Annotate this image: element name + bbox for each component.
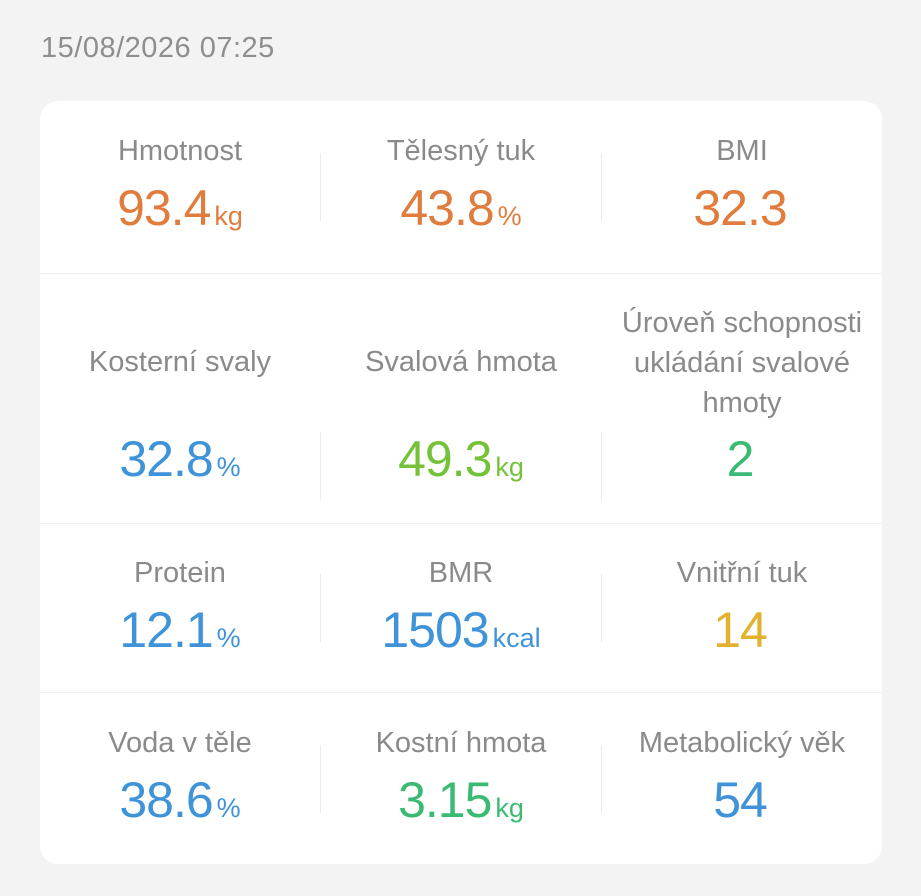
metric-number: 93.4 (117, 180, 211, 236)
metric-unit: % (216, 623, 241, 653)
metric-value: 54 (602, 771, 882, 829)
metric-label: Úroveň schopnosti ukládání svalové hmoty (621, 307, 863, 419)
metric-label: Kosterní svaly (88, 346, 272, 378)
metrics-row-3: Protein 12.1% BMR 1503 kcal Vnitřní tuk 1… (40, 524, 882, 692)
row-divider (40, 273, 882, 274)
metric-label: Vnitřní tuk (676, 557, 808, 589)
metric-body-fat[interactable]: Tělesný tuk 43.8% (321, 101, 601, 273)
metric-muscle-mass[interactable]: Svalová hmota 49.3 kg (321, 274, 601, 523)
metrics-row-4: Voda v těle 38.6% Kostní hmota 3.15 kg Me… (40, 693, 882, 864)
metric-bmr[interactable]: BMR 1503 kcal (321, 524, 601, 692)
column-divider (601, 153, 602, 221)
metric-label: Tělesný tuk (386, 135, 536, 167)
metric-number: 3.15 (398, 772, 492, 828)
metric-value: 1503 kcal (321, 601, 601, 659)
metric-value: 14 (602, 601, 882, 659)
metric-number: 14 (713, 602, 768, 658)
metric-skeletal-muscle[interactable]: Kosterní svaly 32.8% (40, 274, 320, 523)
metric-muscle-storage-level[interactable]: Úroveň schopnosti ukládání svalové hmoty… (602, 274, 882, 523)
metric-body-water[interactable]: Voda v těle 38.6% (40, 693, 320, 864)
metric-visceral-fat[interactable]: Vnitřní tuk 14 (602, 524, 882, 692)
metric-number: 49.3 (398, 431, 492, 487)
metric-number: 54 (713, 772, 768, 828)
column-divider (601, 574, 602, 642)
column-divider (320, 574, 321, 642)
column-divider (320, 745, 321, 813)
metric-label: Voda v těle (108, 727, 252, 759)
metric-value: 2 (602, 430, 882, 488)
metric-value: 93.4 kg (40, 179, 320, 237)
metric-unit: kcal (492, 623, 541, 653)
metric-label: Protein (134, 557, 226, 589)
metric-bmi[interactable]: BMI 32.3 (602, 101, 882, 273)
metric-number: 1503 (381, 602, 489, 658)
metric-value: 32.8% (40, 430, 320, 488)
metric-metabolic-age[interactable]: Metabolický věk 54 (602, 693, 882, 864)
metric-value: 12.1% (40, 601, 320, 659)
metric-number: 38.6 (119, 772, 213, 828)
metric-label: BMR (428, 557, 494, 589)
metric-value: 49.3 kg (321, 430, 601, 488)
metric-unit: kg (495, 452, 524, 482)
column-divider (320, 432, 321, 500)
metric-number: 2 (726, 431, 755, 487)
metrics-row-1: Hmotnost 93.4 kg Tělesný tuk 43.8% BMI 32… (40, 101, 882, 273)
metric-value: 32.3 (602, 179, 882, 237)
metric-value: 43.8% (321, 179, 601, 237)
body-composition-card: Hmotnost 93.4 kg Tělesný tuk 43.8% BMI 32… (40, 101, 882, 864)
metric-label: Hmotnost (117, 135, 243, 167)
metric-number: 12.1 (119, 602, 213, 658)
metric-unit: % (216, 452, 241, 482)
metric-weight[interactable]: Hmotnost 93.4 kg (40, 101, 320, 273)
metric-label: BMI (716, 135, 768, 167)
metric-unit: % (497, 201, 522, 231)
metric-unit: kg (495, 793, 524, 823)
metric-value: 3.15 kg (321, 771, 601, 829)
metric-number: 43.8 (400, 180, 494, 236)
metric-number: 32.8 (119, 431, 213, 487)
column-divider (320, 153, 321, 221)
measurement-timestamp: 15/08/2026 07:25 (41, 32, 275, 64)
metric-value: 38.6% (40, 771, 320, 829)
metric-label: Svalová hmota (365, 346, 557, 378)
metric-number: 32.3 (693, 180, 787, 236)
metric-unit: kg (214, 201, 243, 231)
metric-label: Metabolický věk (638, 727, 846, 759)
metric-unit: % (216, 793, 241, 823)
column-divider (601, 745, 602, 813)
column-divider (601, 432, 602, 500)
row-divider (40, 523, 882, 524)
metric-protein[interactable]: Protein 12.1% (40, 524, 320, 692)
metrics-row-2: Kosterní svaly 32.8% Svalová hmota 49.3 k… (40, 274, 882, 523)
row-divider (40, 692, 882, 693)
metric-label: Kostní hmota (375, 727, 547, 759)
metric-bone-mass[interactable]: Kostní hmota 3.15 kg (321, 693, 601, 864)
